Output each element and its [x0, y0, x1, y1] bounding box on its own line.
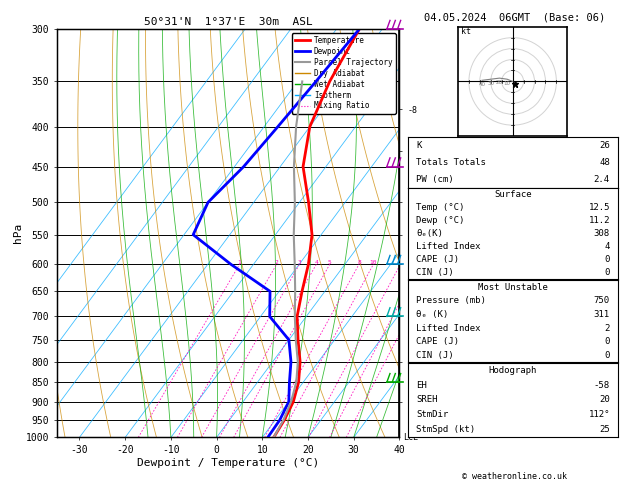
Text: 4: 4 — [604, 243, 610, 251]
Text: 4: 4 — [314, 260, 318, 265]
Text: kt: kt — [461, 27, 471, 36]
Text: PW (cm): PW (cm) — [416, 174, 454, 184]
Text: Hodograph: Hodograph — [489, 365, 537, 375]
Text: 112°: 112° — [588, 411, 610, 419]
Text: SREH: SREH — [416, 396, 438, 404]
Text: CAPE (J): CAPE (J) — [416, 255, 459, 264]
Text: LCL: LCL — [403, 433, 418, 442]
Legend: Temperature, Dewpoint, Parcel Trajectory, Dry Adiabat, Wet Adiabat, Isotherm, Mi: Temperature, Dewpoint, Parcel Trajectory… — [292, 33, 396, 114]
Text: 2: 2 — [604, 324, 610, 332]
Title: 50°31'N  1°37'E  30m  ASL: 50°31'N 1°37'E 30m ASL — [143, 17, 313, 27]
Text: θₑ(K): θₑ(K) — [416, 229, 443, 238]
Text: 311: 311 — [594, 310, 610, 319]
Text: CIN (J): CIN (J) — [416, 268, 454, 278]
Text: 0: 0 — [604, 268, 610, 278]
Text: 5: 5 — [328, 260, 331, 265]
X-axis label: Dewpoint / Temperature (°C): Dewpoint / Temperature (°C) — [137, 458, 319, 468]
Text: 10: 10 — [504, 81, 511, 86]
Text: 8: 8 — [357, 260, 361, 265]
Text: θₑ (K): θₑ (K) — [416, 310, 448, 319]
Text: 0: 0 — [604, 337, 610, 346]
Text: Temp (°C): Temp (°C) — [416, 203, 464, 212]
Text: -58: -58 — [594, 381, 610, 389]
Text: 11.2: 11.2 — [588, 216, 610, 225]
Text: 40: 40 — [479, 82, 486, 87]
Text: K: K — [416, 140, 421, 150]
Text: 750: 750 — [594, 296, 610, 305]
Y-axis label: km
ASL: km ASL — [426, 224, 441, 243]
Text: CIN (J): CIN (J) — [416, 351, 454, 360]
Text: 20: 20 — [599, 396, 610, 404]
Text: Dewp (°C): Dewp (°C) — [416, 216, 464, 225]
Text: Most Unstable: Most Unstable — [478, 283, 548, 292]
Text: Lifted Index: Lifted Index — [416, 243, 481, 251]
Text: 308: 308 — [594, 229, 610, 238]
Text: Pressure (mb): Pressure (mb) — [416, 296, 486, 305]
Text: StmDir: StmDir — [416, 411, 448, 419]
Y-axis label: hPa: hPa — [13, 223, 23, 243]
Text: 04.05.2024  06GMT  (Base: 06): 04.05.2024 06GMT (Base: 06) — [424, 12, 605, 22]
Text: 25: 25 — [599, 425, 610, 434]
Text: 1: 1 — [238, 260, 242, 265]
Text: 20: 20 — [496, 80, 503, 85]
Text: © weatheronline.co.uk: © weatheronline.co.uk — [462, 472, 567, 481]
Text: Totals Totals: Totals Totals — [416, 157, 486, 167]
Text: StmSpd (kt): StmSpd (kt) — [416, 425, 475, 434]
Text: EH: EH — [416, 381, 426, 389]
Text: 48: 48 — [599, 157, 610, 167]
Text: 2: 2 — [275, 260, 279, 265]
Text: 3: 3 — [298, 260, 301, 265]
Text: 12.5: 12.5 — [588, 203, 610, 212]
Text: Lifted Index: Lifted Index — [416, 324, 481, 332]
Text: 0: 0 — [604, 351, 610, 360]
Text: 30: 30 — [487, 81, 494, 86]
Text: CAPE (J): CAPE (J) — [416, 337, 459, 346]
Text: Surface: Surface — [494, 190, 532, 199]
Text: 26: 26 — [599, 140, 610, 150]
Text: 0: 0 — [604, 255, 610, 264]
Text: 10: 10 — [370, 260, 377, 265]
Text: 2.4: 2.4 — [594, 174, 610, 184]
